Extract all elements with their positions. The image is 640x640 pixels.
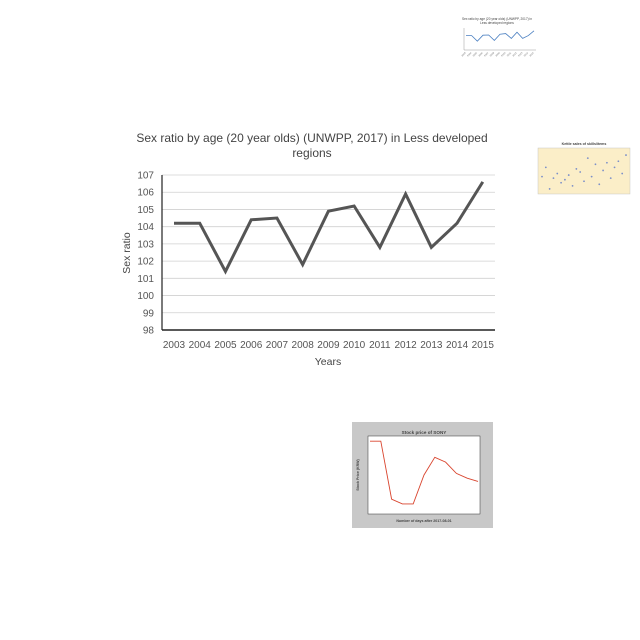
scatter-point bbox=[625, 154, 627, 156]
thumbnail-x-tick: 2014 bbox=[523, 51, 529, 57]
thumbnail-stock-chart: Stock price of SONY Number of days after… bbox=[352, 422, 493, 528]
stock-x-label: Number of days after 2017-08-01 bbox=[396, 519, 451, 523]
scatter-point bbox=[548, 188, 551, 190]
scatter-point bbox=[541, 175, 543, 178]
y-tick-label: 101 bbox=[137, 274, 154, 285]
chart-title-line2: regions bbox=[292, 146, 331, 160]
scatter-point bbox=[606, 161, 608, 164]
thumbnail-x-tick: 2015 bbox=[529, 51, 535, 57]
scatter-point bbox=[560, 181, 562, 184]
x-tick-label: 2009 bbox=[317, 340, 340, 351]
thumbnail-x-tick: 2011 bbox=[506, 51, 512, 57]
thumbnail-x-tick: 2010 bbox=[500, 51, 506, 57]
kettle-plot-area bbox=[537, 147, 631, 195]
y-tick-label: 103 bbox=[137, 239, 154, 250]
thumbnail-x-tick: 2005 bbox=[472, 51, 478, 57]
scatter-point bbox=[602, 169, 604, 172]
kettle-title: Kettle sales of skills/items bbox=[562, 142, 607, 146]
scatter-point bbox=[567, 174, 570, 176]
scatter-point bbox=[609, 177, 612, 180]
thumbnail-x-tick: 2007 bbox=[483, 51, 489, 57]
thumbnail-kettle-svg: Kettle sales of skills/items bbox=[537, 142, 631, 195]
x-tick-label: 2005 bbox=[214, 340, 237, 351]
thumbnail-sex-ratio-chart: Sex ratio by age (20 year olds) (UNWPP, … bbox=[452, 14, 542, 70]
scatter-point bbox=[586, 157, 589, 160]
thumbnail-x-tick: 2009 bbox=[495, 51, 501, 57]
main-sex-ratio-chart: Sex ratio by age (20 year olds) (UNWPP, … bbox=[100, 122, 520, 372]
y-tick-label: 105 bbox=[137, 205, 154, 216]
scatter-point bbox=[590, 175, 593, 178]
stock-title: Stock price of SONY bbox=[402, 430, 447, 435]
thumbnail-title-line2: Less developed regions bbox=[480, 21, 514, 25]
x-tick-label: 2004 bbox=[189, 340, 212, 351]
x-tick-label: 2013 bbox=[420, 340, 443, 351]
chart-x-tick-labels: 2003 2004 2005 2006 2007 2008 2009 2010 2011 2012… bbox=[163, 340, 494, 351]
kettle-points bbox=[541, 154, 627, 190]
thumbnail-kettle-scatter: Kettle sales of skills/items bbox=[524, 140, 636, 204]
scatter-point bbox=[617, 160, 620, 163]
main-chart-svg: Sex ratio by age (20 year olds) (UNWPP, … bbox=[121, 131, 495, 368]
chart-series-line bbox=[174, 181, 485, 275]
x-tick-label: 2012 bbox=[394, 340, 417, 351]
scatter-point bbox=[613, 166, 616, 169]
scatter-point bbox=[598, 183, 601, 186]
thumbnail-x-tick: 2008 bbox=[489, 51, 495, 57]
y-tick-label: 107 bbox=[137, 171, 154, 182]
chart-title-line1: Sex ratio by age (20 year olds) (UNWPP, … bbox=[136, 131, 487, 145]
scatter-point bbox=[575, 168, 578, 170]
x-tick-label: 2007 bbox=[266, 340, 289, 351]
x-tick-label: 2015 bbox=[472, 340, 495, 351]
x-tick-label: 2010 bbox=[343, 340, 366, 351]
stock-chart-svg: Stock price of SONY Number of days after… bbox=[352, 422, 493, 528]
thumbnail-x-tick: 2003 bbox=[461, 51, 467, 57]
x-tick-label: 2006 bbox=[240, 340, 263, 351]
scatter-point bbox=[564, 178, 566, 181]
thumbnail-x-ticks: 2003 2004 2005 2006 2007 2008 2009 2010 2011 2012… bbox=[461, 51, 535, 57]
scatter-point bbox=[594, 163, 597, 166]
stock-y-label: Stock Price (KRW) bbox=[356, 458, 360, 490]
x-tick-label: 2008 bbox=[292, 340, 315, 351]
thumbnail-series-line bbox=[466, 30, 535, 42]
y-tick-label: 100 bbox=[137, 291, 154, 302]
scatter-point bbox=[571, 184, 574, 187]
y-tick-label: 99 bbox=[143, 308, 155, 319]
thumbnail-x-tick: 2013 bbox=[517, 51, 523, 57]
scatter-point bbox=[552, 177, 555, 180]
thumbnail-title-line1: Sex ratio by age (20 year olds) (UNWPP, … bbox=[462, 17, 532, 21]
thumbnail-x-tick: 2004 bbox=[466, 51, 472, 57]
chart-y-axis-label: Sex ratio bbox=[121, 232, 133, 274]
thumbnail-sex-ratio-svg: Sex ratio by age (20 year olds) (UNWPP, … bbox=[461, 17, 536, 57]
x-tick-label: 2014 bbox=[446, 340, 469, 351]
scatter-point bbox=[556, 172, 559, 175]
thumbnail-x-tick: 2006 bbox=[478, 51, 484, 57]
x-tick-label: 2011 bbox=[369, 340, 391, 351]
y-tick-label: 106 bbox=[137, 188, 154, 199]
thumbnail-x-tick: 2012 bbox=[512, 51, 518, 57]
scatter-point bbox=[621, 172, 624, 175]
y-tick-label: 102 bbox=[137, 257, 154, 268]
chart-x-axis-label: Years bbox=[315, 356, 341, 368]
stock-series-line bbox=[370, 440, 479, 505]
scatter-point bbox=[583, 180, 585, 183]
scatter-point bbox=[544, 166, 547, 169]
y-tick-label: 98 bbox=[143, 326, 155, 337]
scatter-point bbox=[579, 171, 582, 173]
x-tick-label: 2003 bbox=[163, 340, 186, 351]
y-tick-label: 104 bbox=[137, 222, 154, 233]
chart-gridlines bbox=[162, 174, 495, 331]
chart-y-tick-labels: 98 99 100 101 102 103 104 105 106 107 bbox=[137, 171, 154, 337]
